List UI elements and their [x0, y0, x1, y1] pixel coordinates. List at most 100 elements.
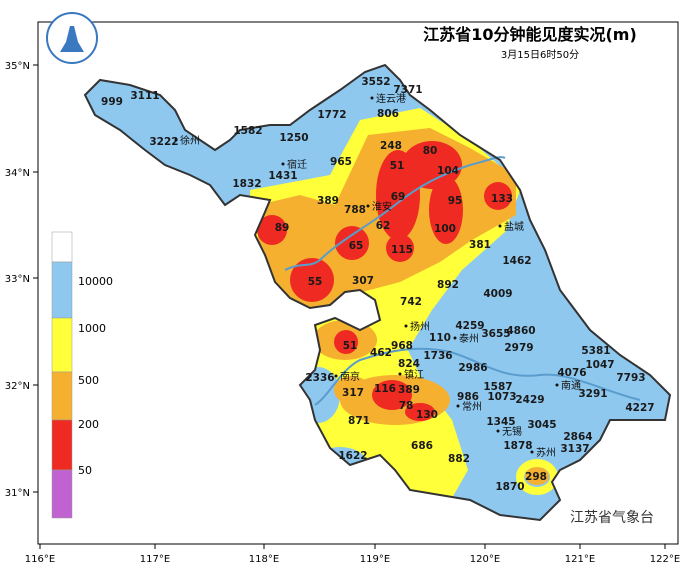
city-dot	[404, 324, 408, 328]
station-value: 2986	[458, 362, 487, 374]
province-border	[83, 63, 672, 522]
station-value: 742	[400, 296, 422, 308]
station-value: 3291	[578, 388, 607, 400]
station-value: 317	[342, 387, 364, 399]
station-value: 110	[429, 332, 451, 344]
city-dot	[496, 429, 500, 433]
zone-red	[257, 141, 512, 421]
station-value: 1772	[317, 109, 346, 121]
station-value: 7371	[393, 84, 422, 96]
city-label: 盐城	[504, 220, 524, 233]
city-dot	[530, 450, 534, 454]
city-label: 扬州	[410, 320, 430, 333]
station-value: 4259	[455, 320, 484, 332]
station-value: 298	[525, 471, 547, 483]
station-value: 968	[391, 340, 413, 352]
station-value: 1462	[502, 255, 531, 267]
station-value: 986	[457, 391, 479, 403]
x-tick-label: 120°E	[470, 554, 500, 565]
station-value: 1832	[232, 178, 261, 190]
city-label: 徐州	[180, 134, 200, 147]
city-dot	[453, 336, 457, 340]
station-value: 4227	[625, 402, 654, 414]
station-value: 78	[399, 400, 414, 412]
legend-swatch	[51, 469, 73, 519]
river-yangtze	[314, 347, 641, 406]
station-value: 4860	[506, 325, 535, 337]
red-spot	[429, 176, 463, 244]
station-value: 462	[370, 347, 392, 359]
rivers	[284, 156, 641, 406]
station-value: 2336	[305, 372, 334, 384]
station-value: 1870	[495, 481, 524, 493]
city-label: 南通	[561, 379, 581, 392]
city-dot	[370, 96, 374, 100]
legend-label: 50	[78, 464, 92, 477]
axes: 116°E 117°E 118°E 119°E 120°E 121°E 122°E 35°N 3…	[5, 21, 680, 565]
city-dot	[456, 404, 460, 408]
legend-swatch	[51, 317, 73, 373]
station-value: 104	[437, 165, 459, 177]
station-value: 55	[308, 276, 323, 288]
station-value: 62	[376, 220, 391, 232]
station-value: 1047	[585, 359, 614, 371]
red-spot	[386, 234, 414, 262]
station-value: 7793	[616, 372, 645, 384]
red-spot	[335, 226, 369, 260]
station-value: 95	[448, 195, 463, 207]
legend-swatch	[51, 231, 73, 263]
station-value: 1431	[268, 170, 297, 182]
y-tick-label: 31°N	[5, 488, 30, 499]
legend-label: 1000	[78, 322, 106, 335]
city-dot	[555, 383, 559, 387]
station-value: 1587	[483, 381, 512, 393]
station-value: 4009	[483, 288, 512, 300]
station-value: 307	[352, 275, 374, 287]
city-dot	[498, 224, 502, 228]
y-tick-label: 34°N	[5, 168, 30, 179]
river-huai	[284, 156, 506, 271]
station-value: 1878	[503, 440, 532, 452]
red-spot	[372, 380, 412, 410]
watermark: 江苏省气象台	[570, 510, 654, 526]
station-value: 1250	[279, 132, 308, 144]
station-value: 3552	[361, 76, 390, 88]
city-label: 无锡	[502, 425, 522, 438]
station-value: 130	[416, 409, 438, 421]
y-tick-label: 32°N	[5, 381, 30, 392]
legend-label: 500	[78, 374, 99, 387]
map-title: 江苏省10分钟能见度实况(m)	[423, 25, 637, 44]
station-value: 686	[411, 440, 433, 452]
station-value: 115	[391, 244, 413, 256]
station-value: 4076	[557, 367, 586, 379]
station-value: 69	[391, 191, 406, 203]
red-spot	[257, 215, 287, 245]
station-value: 3655	[481, 328, 510, 340]
station-value: 806	[377, 108, 399, 120]
station-value: 3137	[560, 443, 589, 455]
y-tick-label: 33°N	[5, 274, 30, 285]
city-label: 宿迁	[287, 158, 307, 171]
legend-label: 200	[78, 418, 99, 431]
station-value: 3111	[130, 90, 159, 102]
station-value: 2429	[515, 394, 544, 406]
x-tick-label: 116°E	[25, 554, 55, 565]
legend-label: 10000	[78, 275, 113, 288]
station-value: 51	[343, 340, 358, 352]
station-value: 3222	[149, 136, 178, 148]
city-label: 常州	[462, 400, 482, 413]
red-spot	[290, 258, 334, 302]
station-value: 389	[398, 384, 420, 396]
city-label: 泰州	[459, 332, 479, 345]
station-value: 89	[275, 222, 290, 234]
x-tick-label: 118°E	[249, 554, 279, 565]
city-label: 连云港	[376, 92, 406, 105]
plot-frame	[37, 21, 679, 545]
map-subtitle: 3月15日6时50分	[501, 49, 579, 61]
station-value: 788	[344, 204, 366, 216]
zone-orange	[525, 467, 549, 485]
legend-swatch	[51, 419, 73, 471]
red-spot	[334, 330, 358, 354]
